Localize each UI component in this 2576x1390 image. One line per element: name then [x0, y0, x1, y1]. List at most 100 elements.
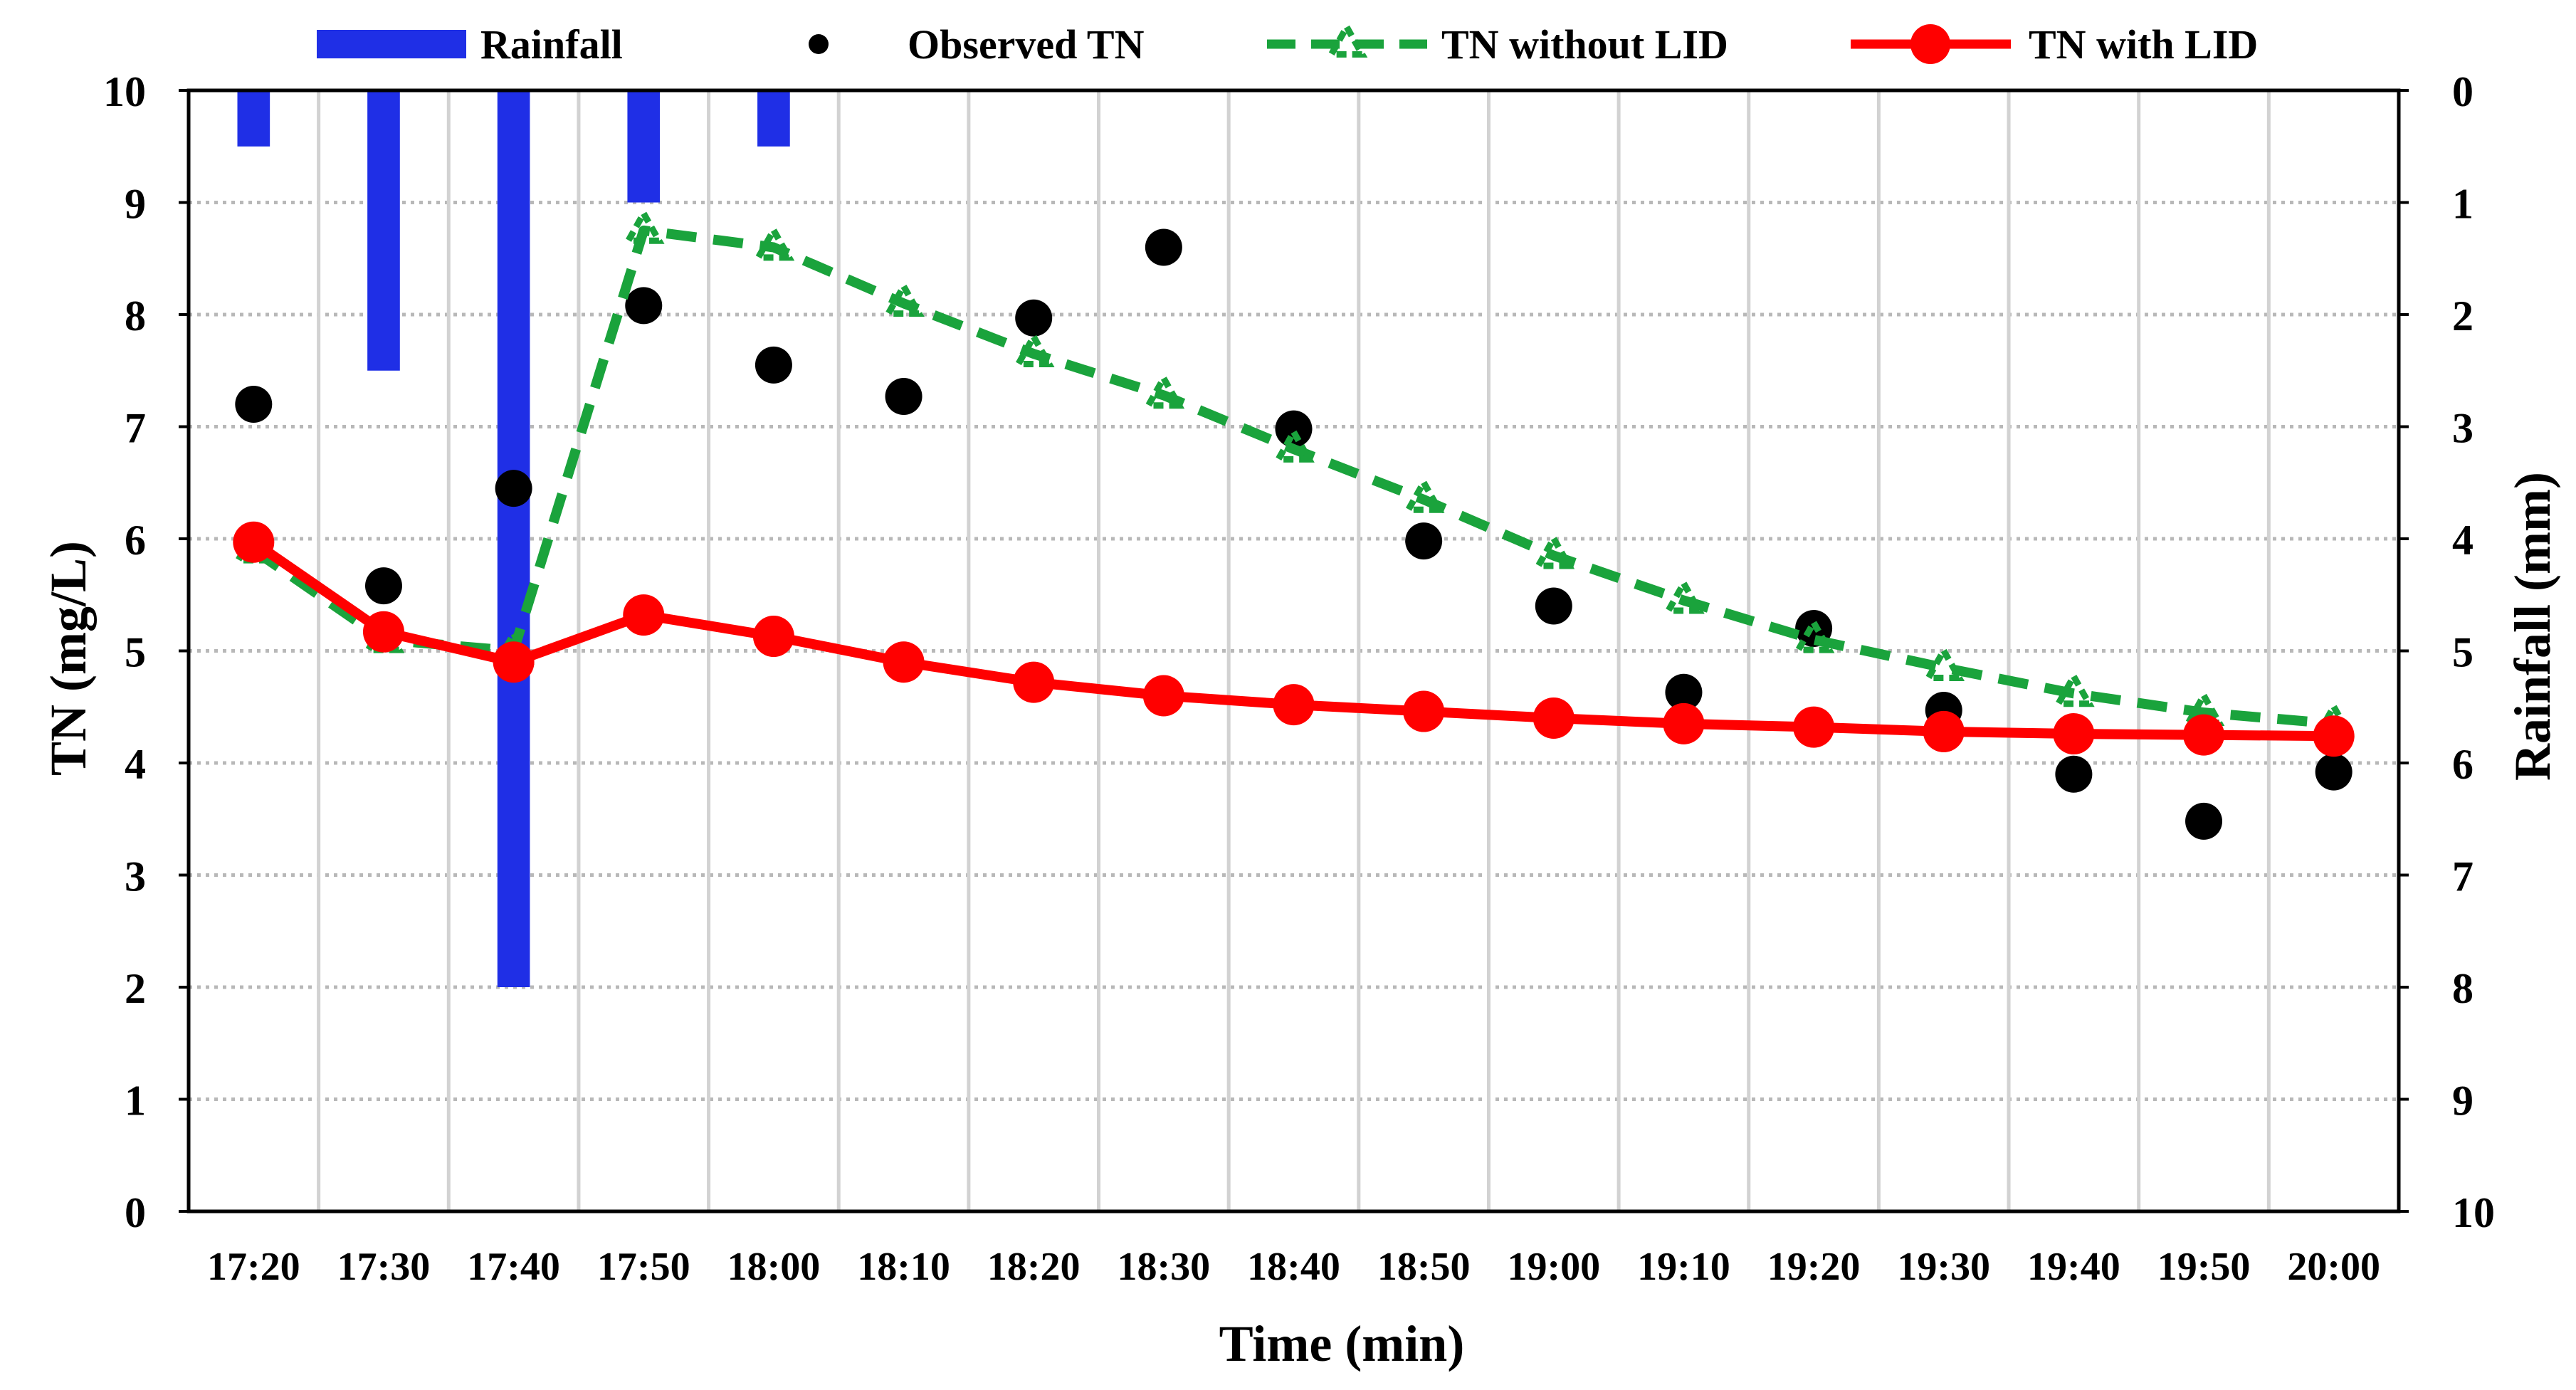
tn-with-lid-marker — [1142, 675, 1184, 717]
observed-tn-point — [2315, 753, 2352, 791]
y2-tick-label: 2 — [2452, 293, 2474, 339]
legend-symbol-rainfall — [317, 30, 466, 58]
tn-without-lid-marker — [1402, 475, 1445, 513]
tn-without-lid-marker — [752, 223, 795, 261]
rainfall-bar — [237, 90, 270, 147]
tn-without-lid-marker — [1142, 372, 1185, 409]
tn-without-lid-marker — [1792, 616, 1835, 653]
observed-tn-point — [495, 470, 532, 507]
y-tick-label: 2 — [125, 965, 146, 1012]
observed-tn-point — [885, 377, 922, 415]
legend-label: TN with LID — [2029, 21, 2258, 68]
y2-axis-label: Rainfall (mm) — [2504, 472, 2561, 781]
tn-with-lid-marker — [883, 641, 925, 683]
x-tick-label: 18:50 — [1377, 1245, 1471, 1289]
y-tick-label: 10 — [103, 68, 146, 115]
x-tick-label: 19:10 — [1637, 1245, 1730, 1289]
tn-with-lid-marker — [1923, 710, 1965, 752]
y-axis-label: TN (mg/L) — [40, 541, 97, 776]
observed-tn-point — [364, 567, 402, 605]
x-axis-label: Time (min) — [1219, 1315, 1465, 1372]
rainfall-bar — [757, 90, 790, 147]
y2-tick-label: 10 — [2452, 1189, 2495, 1236]
y-tick-label: 0 — [125, 1189, 146, 1236]
legend-symbol-observed-tn — [809, 34, 829, 54]
tn-with-lid-marker — [362, 611, 404, 653]
legend-marker-tn-with-lid — [1910, 24, 1950, 64]
tn-without-lid-marker — [2053, 670, 2095, 707]
observed-tn-point — [1535, 587, 1572, 625]
tn-with-lid-marker — [1273, 684, 1315, 726]
y2-tick-label: 0 — [2452, 68, 2474, 115]
y2-tick-label: 5 — [2452, 629, 2474, 676]
tn-with-lid-marker — [2313, 715, 2355, 757]
observed-tn-point — [1145, 228, 1182, 266]
legend: Rainfall Observed TN TN without LID TN with… — [317, 20, 2258, 68]
tn-with-lid-marker — [233, 521, 275, 563]
x-tick-label: 18:00 — [727, 1245, 821, 1289]
tn-with-lid-marker — [752, 616, 794, 658]
series-layer — [233, 206, 2355, 840]
x-tick-label: 17:50 — [597, 1245, 690, 1289]
y-axis-left-ticks: 0 1 2 3 4 5 6 7 8 9 10 — [103, 68, 189, 1236]
rainfall-bar — [367, 90, 400, 371]
legend-marker-tn-without-lid — [1325, 20, 1368, 58]
x-axis-ticks: 17:20 17:30 17:40 17:50 18:00 18:10 18:20 18:30… — [207, 1245, 2380, 1289]
y2-tick-label: 3 — [2452, 405, 2474, 452]
tn-with-lid-marker — [2053, 713, 2095, 755]
tn-with-lid-marker — [1013, 661, 1055, 703]
observed-tn-point — [235, 386, 273, 423]
observed-tn-point — [1275, 410, 1313, 448]
x-tick-label: 17:30 — [337, 1245, 431, 1289]
rainfall-bars — [237, 90, 790, 987]
x-tick-label: 17:20 — [207, 1245, 300, 1289]
y2-tick-label: 7 — [2452, 853, 2474, 900]
tn-with-lid-marker — [623, 594, 665, 636]
tn-without-lid-marker — [1663, 576, 1705, 614]
rainfall-bar — [497, 90, 530, 987]
y-tick-label: 8 — [125, 293, 146, 339]
legend-label: Rainfall — [480, 21, 623, 68]
observed-tn-point — [625, 287, 663, 325]
y-tick-label: 5 — [125, 629, 146, 676]
x-tick-label: 19:30 — [1897, 1245, 1990, 1289]
tn-with-lid-marker — [1533, 697, 1574, 739]
observed-tn-point — [1015, 299, 1053, 337]
tn-without-lid-marker — [1533, 532, 1575, 569]
x-tick-label: 19:00 — [1507, 1245, 1600, 1289]
tn-with-lid-marker — [1663, 702, 1705, 744]
y2-tick-label: 9 — [2452, 1078, 2474, 1125]
tn-without-lid-marker — [1273, 425, 1315, 463]
y-tick-label: 1 — [125, 1078, 146, 1125]
y2-tick-label: 6 — [2452, 741, 2474, 788]
legend-label: Observed TN — [908, 21, 1145, 68]
y-axis-right-ticks: 0 1 2 3 4 5 6 7 8 9 10 — [2399, 68, 2495, 1236]
tn-with-lid-marker — [2183, 714, 2225, 756]
x-tick-label: 20:00 — [2287, 1245, 2380, 1289]
legend-label: TN without LID — [1441, 21, 1728, 68]
observed-tn-point — [755, 346, 792, 384]
y-tick-label: 3 — [125, 853, 146, 900]
y2-tick-label: 1 — [2452, 181, 2474, 228]
rainfall-bar — [627, 90, 661, 203]
tn-without-lid-line — [251, 225, 2335, 729]
y-tick-label: 7 — [125, 405, 146, 452]
tn-without-lid-marker — [2182, 688, 2225, 727]
x-tick-label: 18:20 — [987, 1245, 1081, 1289]
x-tick-label: 17:40 — [467, 1245, 560, 1289]
x-tick-label: 18:10 — [857, 1245, 950, 1289]
observed-tn-point — [2055, 755, 2093, 793]
y2-tick-label: 4 — [2452, 517, 2474, 564]
observed-tn-point — [2185, 802, 2223, 840]
x-tick-label: 19:40 — [2027, 1245, 2120, 1289]
tn-with-lid-marker — [1403, 690, 1445, 732]
y-tick-label: 4 — [125, 741, 146, 788]
tn-without-lid-marker — [1923, 643, 1965, 682]
x-tick-label: 18:30 — [1118, 1245, 1211, 1289]
tn-without-lid-marker — [1012, 330, 1055, 368]
y-tick-label: 9 — [125, 181, 146, 228]
observed-tn-point — [1665, 673, 1703, 711]
y-tick-label: 6 — [125, 517, 146, 564]
y2-tick-label: 8 — [2452, 965, 2474, 1012]
